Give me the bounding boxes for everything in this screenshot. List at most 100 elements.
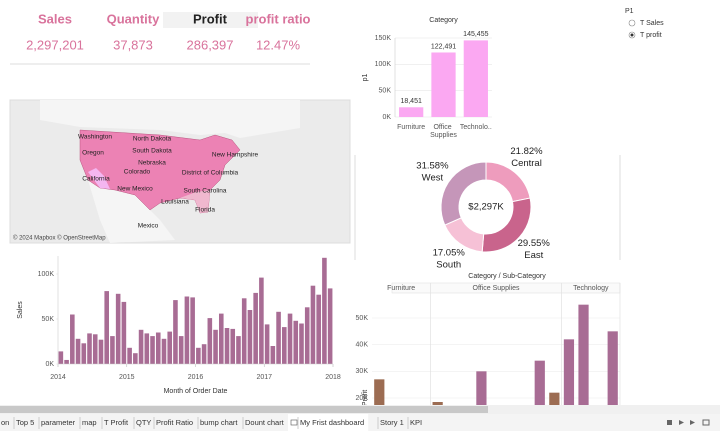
tab[interactable]: T Profit xyxy=(104,418,129,427)
bar xyxy=(218,313,224,364)
bar xyxy=(196,347,201,364)
map-label: Colorado xyxy=(124,169,151,176)
bar xyxy=(563,339,575,406)
kpi-label: Sales xyxy=(38,11,72,26)
map-label: District of Columbia xyxy=(182,170,239,177)
tab[interactable]: Dount chart xyxy=(245,418,285,427)
tab-icon xyxy=(290,419,298,426)
tab[interactable]: My Frist dashboard xyxy=(300,418,364,427)
y-tick-label: 150K xyxy=(375,35,392,42)
kpi-value: 2,297,201 xyxy=(26,37,84,52)
bar xyxy=(115,293,121,364)
radio-dot xyxy=(630,33,634,37)
bar xyxy=(201,344,207,364)
bar xyxy=(81,343,87,364)
content: Sales 2,297,201 Quantity 37,873 Profit 286,39… xyxy=(13,8,664,406)
y-axis-title: p1 xyxy=(362,74,369,82)
value-label: 122,491 xyxy=(431,43,456,50)
tab[interactable]: Profit Ratio xyxy=(156,418,193,427)
bar xyxy=(282,327,287,364)
tab[interactable]: Top 5 xyxy=(16,418,34,427)
bar xyxy=(276,311,281,364)
map-label: North Dakota xyxy=(133,136,172,143)
map-label: Mexico xyxy=(138,223,159,230)
group-header: Technology xyxy=(573,285,609,292)
map-label: New Hampshire xyxy=(212,152,259,159)
kpi-value: 37,873 xyxy=(113,37,153,52)
kpi-label: profit ratio xyxy=(246,11,311,26)
tab[interactable]: map xyxy=(82,418,97,427)
bar xyxy=(607,331,618,406)
bar xyxy=(287,313,293,364)
tab[interactable]: Story 1 xyxy=(380,418,404,427)
radio[interactable] xyxy=(628,19,636,27)
bar xyxy=(236,336,241,364)
bar xyxy=(173,300,178,364)
bar xyxy=(92,334,98,364)
bar xyxy=(270,346,276,364)
bar xyxy=(224,328,230,364)
bar xyxy=(121,301,127,364)
y-axis-title: Sales xyxy=(17,301,24,319)
bar xyxy=(161,338,167,364)
tab[interactable]: QTY xyxy=(136,418,151,427)
bar xyxy=(549,392,560,406)
bar xyxy=(144,333,150,364)
bar xyxy=(253,292,258,364)
slice-value: 31.58% xyxy=(416,161,449,172)
x-tick-label: 2017 xyxy=(256,374,272,381)
map-label: Florida xyxy=(195,207,215,214)
tab[interactable]: bump chart xyxy=(200,418,238,427)
bar xyxy=(399,107,424,117)
y-tick-label: 100K xyxy=(375,61,392,68)
map-label: South Carolina xyxy=(184,188,227,195)
bar xyxy=(304,307,310,364)
parameter-title: P1 xyxy=(625,8,634,15)
tab[interactable]: KPI xyxy=(410,418,422,427)
bar xyxy=(207,318,213,364)
y-tick-label: 50K xyxy=(379,88,392,95)
bar xyxy=(230,328,236,364)
x-tick-label: 2014 xyxy=(50,374,66,381)
bar xyxy=(374,379,385,406)
y-tick-label: 30K xyxy=(356,368,369,375)
bar xyxy=(64,359,69,364)
slice-value: 17.05% xyxy=(433,248,466,259)
scrollbar-thumb[interactable] xyxy=(0,406,488,413)
map-label: Nebraska xyxy=(138,160,166,167)
bar xyxy=(293,320,299,364)
slice-name: East xyxy=(524,250,543,261)
chart-title: Category / Sub-Category xyxy=(468,273,546,280)
bar xyxy=(534,360,545,406)
group-header: Office Supplies xyxy=(473,285,520,292)
bar xyxy=(241,298,247,364)
slice-name: South xyxy=(436,260,461,271)
x-tick-label: Furniture xyxy=(397,124,425,131)
bar xyxy=(104,291,109,364)
bar xyxy=(299,323,304,364)
bar xyxy=(150,336,155,364)
bar xyxy=(167,331,173,364)
y-tick-label: 0K xyxy=(382,114,391,121)
y-tick-label: 50K xyxy=(356,315,369,322)
icon[interactable] xyxy=(679,420,684,425)
y-tick-label: 100K xyxy=(38,271,55,278)
map-label: Oregon xyxy=(82,150,104,157)
y-tick-label: 0K xyxy=(45,361,54,368)
y-tick-label: 20K xyxy=(356,395,369,402)
tab[interactable]: on xyxy=(1,418,9,427)
bar xyxy=(58,351,64,364)
active-tab-bg xyxy=(288,414,369,431)
map-label: Washington xyxy=(78,134,112,141)
map xyxy=(9,99,351,244)
icon[interactable] xyxy=(690,420,695,425)
icon[interactable] xyxy=(667,420,672,425)
map-label: Louisiana xyxy=(161,199,189,206)
bar xyxy=(190,297,195,364)
donut-slice xyxy=(440,161,487,226)
center-label: $2,297K xyxy=(468,202,504,213)
icon[interactable] xyxy=(702,419,710,426)
slice-value: 29.55% xyxy=(518,238,551,249)
tab[interactable]: parameter xyxy=(41,418,76,427)
